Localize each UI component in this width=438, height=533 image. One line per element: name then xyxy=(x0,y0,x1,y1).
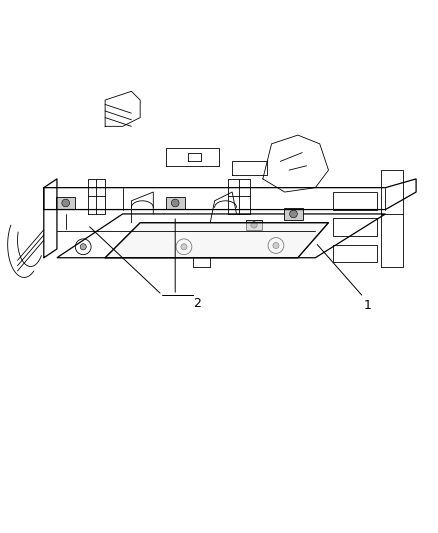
Circle shape xyxy=(290,210,297,218)
Bar xyxy=(333,192,377,209)
Circle shape xyxy=(62,199,70,207)
Bar xyxy=(333,219,377,236)
Bar xyxy=(246,220,262,230)
Text: 2: 2 xyxy=(193,297,201,310)
Polygon shape xyxy=(105,223,328,258)
Bar xyxy=(284,208,303,220)
Circle shape xyxy=(251,222,257,228)
Bar xyxy=(56,197,75,209)
Bar xyxy=(333,245,377,262)
Circle shape xyxy=(273,243,279,248)
Bar xyxy=(166,197,185,209)
Circle shape xyxy=(181,244,187,250)
Circle shape xyxy=(80,244,86,250)
Text: 1: 1 xyxy=(364,300,371,312)
Circle shape xyxy=(171,199,179,207)
